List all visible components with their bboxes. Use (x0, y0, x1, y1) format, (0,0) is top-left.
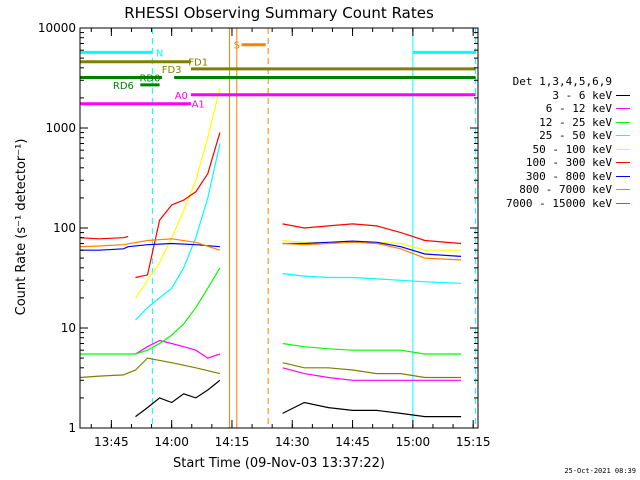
y-axis-label: Count Rate (s⁻¹ detector⁻¹) (14, 139, 29, 316)
x-tick-label-5: 15:00 (396, 435, 431, 449)
series-3-segment-1 (282, 273, 462, 284)
flag-label-s: S (234, 41, 240, 52)
legend-label: 50 - 100 keV (532, 142, 612, 156)
legend-entry-2: 12 - 25 keV (478, 116, 630, 130)
legend-swatch (616, 94, 630, 96)
legend-swatch (616, 175, 630, 177)
legend-label: 100 - 300 keV (525, 156, 612, 169)
legend-entry-0: 3 - 6 keV (478, 89, 630, 103)
flag-label-rd6: RD6 (113, 81, 134, 92)
series-5-segment-2 (282, 223, 462, 245)
legend-label: 12 - 25 keV (539, 115, 612, 129)
series-8-segment-0 (79, 357, 221, 379)
x-tick-label-1: 14:00 (154, 435, 189, 449)
flag-label-a1: A1 (192, 100, 205, 111)
legend-swatch (616, 135, 630, 137)
legend-entry-1: 6 - 12 keV (478, 102, 630, 116)
y-tick-label-0: 1 (68, 421, 76, 435)
series-2-segment-1 (282, 342, 462, 355)
flag-label-a0: A0 (175, 91, 188, 102)
y-tick-label-1: 10 (61, 321, 76, 335)
legend-swatch (616, 189, 630, 191)
legend-swatch (616, 121, 630, 123)
series-7-segment-1 (282, 241, 462, 261)
x-tick-label-3: 14:30 (275, 435, 310, 449)
series-7-segment-0 (79, 238, 221, 251)
series-0-segment-1 (282, 401, 462, 418)
plot-frame (79, 27, 479, 429)
series-group (79, 88, 462, 418)
series-1-segment-1 (282, 367, 462, 381)
series-8-segment-1 (282, 362, 462, 379)
x-axis-ticks: 13:45 14:00 14:15 14:30 14:45 15:00 15:15 (90, 28, 491, 449)
x-tick-label-2: 14:15 (215, 435, 250, 449)
series-1-segment-0 (135, 339, 221, 359)
series-6-segment-1 (282, 240, 462, 257)
legend-entry-8: 7000 - 15000 keV (478, 197, 630, 211)
chart-title: RHESSI Observing Summary Count Rates (124, 4, 434, 22)
legend-swatch (616, 148, 630, 150)
legend: Det 1,3,4,5,6,9 3 - 6 keV 6 - 12 keV 12 - … (478, 75, 630, 210)
flag-label-n: N (156, 48, 163, 59)
legend-entry-7: 800 - 7000 keV (478, 183, 630, 197)
x-tick-label-0: 13:45 (94, 435, 129, 449)
legend-label: 6 - 12 keV (545, 102, 612, 115)
timestamp: 25-Oct-2021 08:39 (564, 467, 636, 475)
legend-label: 25 - 50 keV (539, 129, 612, 142)
legend-label: 3 - 6 keV (552, 88, 612, 102)
legend-label: 300 - 800 keV (525, 169, 612, 183)
x-tick-label-4: 14:45 (335, 435, 370, 449)
flag-label-rd0: RD0 (139, 73, 160, 84)
legend-header: Det 1,3,4,5,6,9 (512, 75, 612, 88)
legend-label: 7000 - 15000 keV (506, 196, 612, 210)
series-2-segment-0 (80, 267, 221, 355)
y-tick-label-4: 10000 (38, 21, 76, 35)
series-5-segment-0 (79, 236, 129, 240)
legend-entry-3: 25 - 50 keV (478, 129, 630, 143)
legend-swatch (616, 108, 630, 110)
series-5-segment-1 (135, 132, 221, 279)
series-4-segment-0 (135, 88, 221, 299)
x-tick-label-6: 15:15 (456, 435, 491, 449)
y-axis-ticks: 1 10 100 1000 10000 (38, 21, 478, 435)
legend-label: 800 - 7000 keV (519, 183, 612, 196)
series-0-segment-0 (135, 379, 221, 418)
flag-label-fd1: FD1 (188, 58, 208, 69)
legend-entry-5: 100 - 300 keV (478, 156, 630, 170)
series-6-segment-0 (80, 242, 220, 251)
x-axis-label: Start Time (09-Nov-03 13:37:22) (173, 456, 385, 471)
legend-swatch (616, 202, 630, 204)
y-tick-label-3: 1000 (45, 121, 76, 135)
flag-label-fd3: FD3 (162, 65, 182, 76)
y-tick-label-2: 100 (53, 221, 76, 235)
series-3-segment-0 (135, 143, 221, 321)
legend-entry-6: 300 - 800 keV (478, 170, 630, 184)
legend-swatch (616, 162, 630, 164)
legend-entry-4: 50 - 100 keV (478, 143, 630, 157)
